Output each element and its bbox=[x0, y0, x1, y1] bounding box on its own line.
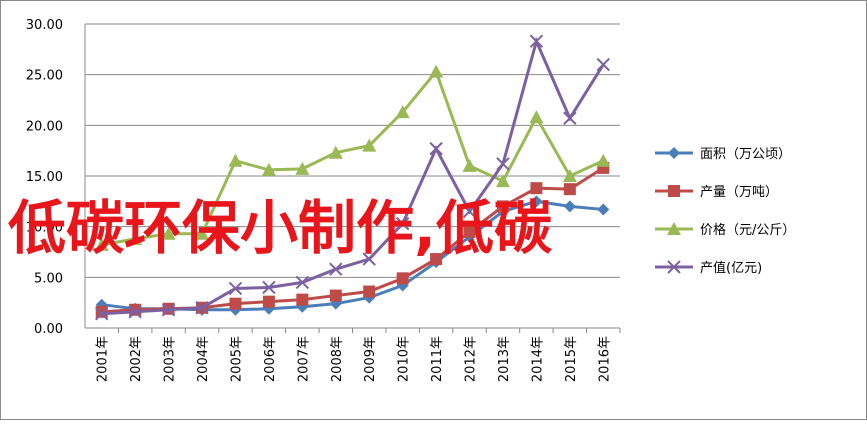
marker bbox=[563, 111, 577, 125]
legend-label: 产值(亿元) bbox=[700, 260, 762, 276]
y-tick-label: 20.00 bbox=[26, 119, 63, 134]
marker bbox=[161, 226, 176, 240]
marker bbox=[429, 64, 444, 78]
marker bbox=[395, 105, 410, 119]
marker bbox=[562, 169, 577, 182]
marker bbox=[495, 174, 510, 188]
legend-label: 价格（元/公斤） bbox=[700, 222, 795, 238]
marker bbox=[128, 231, 143, 245]
marker bbox=[462, 158, 477, 172]
marker bbox=[296, 293, 309, 306]
x-tick-label: 2012年 bbox=[464, 336, 479, 382]
marker bbox=[362, 138, 377, 152]
marker bbox=[396, 272, 409, 285]
marker bbox=[94, 237, 109, 251]
y-tick-label: 30.00 bbox=[26, 18, 63, 33]
y-tick-label: 10.00 bbox=[26, 221, 63, 236]
marker bbox=[496, 157, 510, 171]
x-tick-label: 2004年 bbox=[196, 336, 211, 382]
x-tick-label: 2016年 bbox=[597, 336, 612, 382]
marker bbox=[667, 222, 681, 235]
x-tick-label: 2014年 bbox=[530, 336, 545, 382]
legend-label: 面积（万公顷） bbox=[700, 147, 791, 162]
marker bbox=[295, 161, 310, 175]
marker bbox=[329, 289, 342, 302]
series-line bbox=[101, 36, 605, 316]
y-tick-label: 25.00 bbox=[26, 69, 63, 84]
x-tick-label: 2003年 bbox=[163, 336, 178, 382]
x-tick-label: 2002年 bbox=[129, 336, 144, 382]
marker bbox=[597, 203, 610, 216]
marker bbox=[95, 305, 108, 318]
marker bbox=[295, 275, 310, 290]
marker bbox=[195, 226, 210, 240]
marker bbox=[429, 141, 443, 156]
marker bbox=[362, 252, 376, 266]
marker bbox=[529, 34, 544, 48]
x-tick-label: 2015年 bbox=[564, 336, 579, 382]
marker bbox=[328, 145, 343, 159]
x-tick-label: 2007年 bbox=[296, 336, 311, 382]
x-tick-label: 2001年 bbox=[96, 336, 111, 382]
marker bbox=[128, 305, 142, 319]
marker bbox=[161, 303, 176, 317]
y-tick-label: 0.00 bbox=[34, 322, 63, 337]
x-tick-label: 2006年 bbox=[263, 336, 278, 382]
marker bbox=[667, 260, 681, 274]
marker bbox=[395, 216, 410, 231]
marker bbox=[563, 200, 576, 213]
marker bbox=[463, 225, 476, 238]
marker bbox=[228, 281, 243, 296]
marker bbox=[262, 280, 276, 295]
marker bbox=[668, 185, 680, 197]
x-tick-label: 2005年 bbox=[229, 336, 244, 382]
x-tick-label: 2013年 bbox=[497, 336, 512, 382]
marker bbox=[596, 57, 610, 72]
x-tick-label: 2008年 bbox=[330, 336, 345, 382]
marker bbox=[261, 162, 276, 176]
marker bbox=[363, 285, 376, 298]
y-tick-label: 5.00 bbox=[34, 271, 63, 286]
marker bbox=[262, 295, 275, 308]
marker bbox=[530, 182, 543, 195]
marker bbox=[496, 200, 509, 213]
marker bbox=[95, 307, 109, 321]
marker bbox=[129, 303, 142, 316]
marker bbox=[596, 153, 611, 167]
marker bbox=[195, 301, 209, 315]
marker bbox=[668, 147, 680, 159]
legend-label: 产量（万吨） bbox=[700, 185, 778, 200]
x-tick-label: 2009年 bbox=[363, 336, 378, 382]
y-tick-label: 15.00 bbox=[26, 170, 63, 185]
marker bbox=[329, 262, 343, 276]
x-tick-label: 2011年 bbox=[430, 336, 445, 382]
marker bbox=[228, 153, 243, 167]
marker bbox=[462, 204, 477, 219]
series-line bbox=[101, 68, 604, 247]
marker bbox=[530, 195, 543, 208]
marker bbox=[563, 183, 576, 196]
marker bbox=[229, 297, 242, 310]
x-tick-label: 2010年 bbox=[397, 336, 412, 382]
marker bbox=[529, 110, 544, 124]
marker bbox=[430, 253, 443, 266]
overlay-text: 低碳环保小制作,低碳 bbox=[8, 194, 553, 262]
